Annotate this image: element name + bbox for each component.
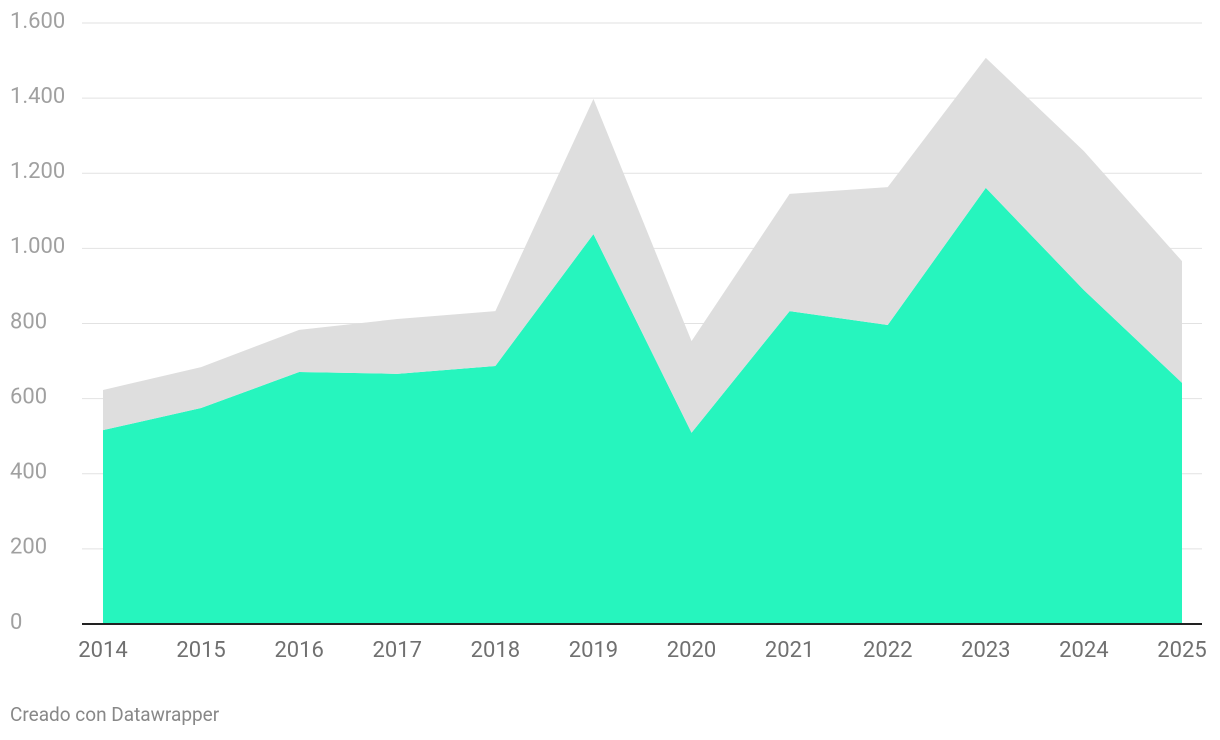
y-tick-label: 400 [10, 460, 47, 485]
y-tick-label: 1.600 [10, 9, 65, 34]
x-tick-label: 2017 [373, 638, 422, 663]
y-tick-label: 1.200 [10, 159, 65, 184]
x-tick-label: 2019 [569, 638, 618, 663]
y-tick-label: 1.000 [10, 234, 65, 259]
x-tick-label: 2016 [274, 638, 323, 663]
x-tick-label: 2022 [863, 638, 912, 663]
y-tick-label: 1.400 [10, 84, 65, 109]
y-tick-label: 600 [10, 384, 47, 409]
x-tick-label: 2025 [1157, 638, 1206, 663]
y-tick-label: 0 [10, 610, 22, 635]
area [103, 187, 1182, 625]
y-tick-label: 800 [10, 309, 47, 334]
area [103, 57, 1182, 433]
y-tick-label: 200 [10, 535, 47, 560]
x-tick-label: 2021 [765, 638, 814, 663]
x-tick-label: 2015 [176, 638, 225, 663]
x-tick-label: 2018 [471, 638, 520, 663]
footer: Creado con Datawrapper [10, 703, 220, 726]
x-tick-label: 2020 [667, 638, 716, 663]
x-tick-label: 2024 [1059, 638, 1108, 663]
x-tick-label: 2023 [961, 638, 1010, 663]
x-tick-label: 2014 [78, 638, 127, 663]
